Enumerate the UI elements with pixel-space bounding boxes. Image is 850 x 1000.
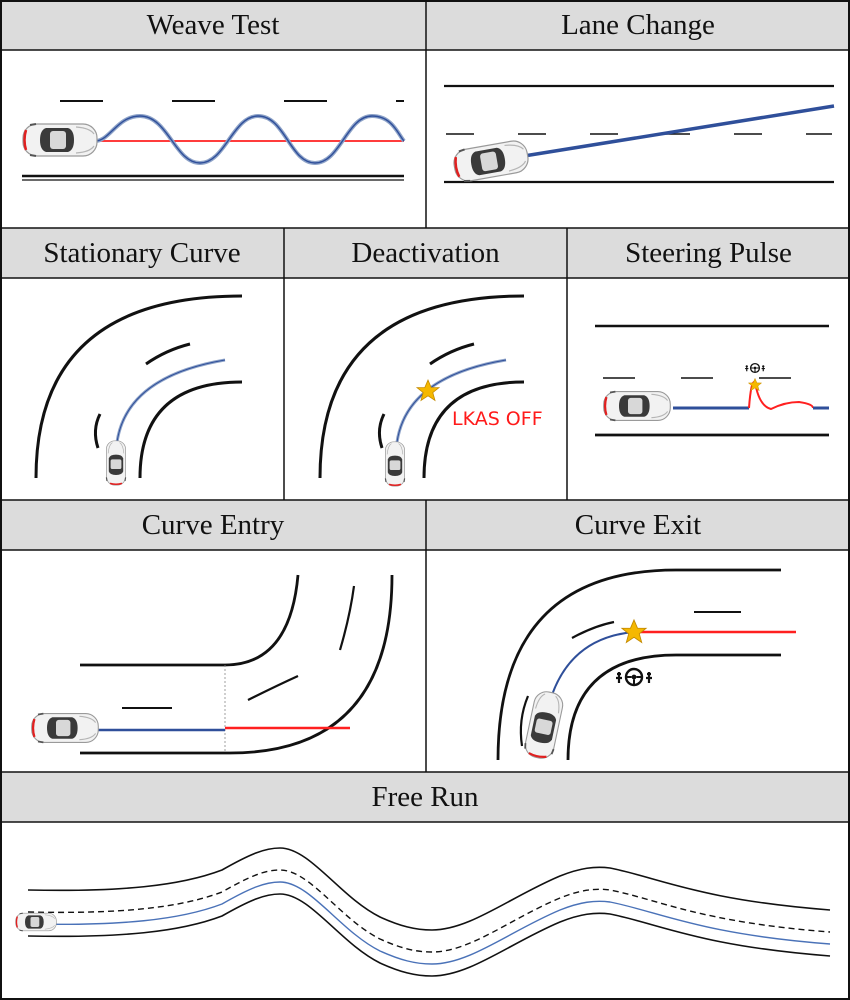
star-icon [621,619,647,643]
panel-lane-change: Lane Change [426,0,850,228]
panel-steering-pulse: Steering Pulse [567,228,850,500]
stationary-curve-diagram [0,278,284,500]
car-icon [21,122,99,158]
car-icon [521,688,567,762]
panel-title: Stationary Curve [0,228,284,278]
car-icon [602,390,672,422]
curve-entry-diagram [0,550,426,772]
panel-weave-test: Weave Test [0,0,426,228]
car-icon [384,441,406,487]
panel-curve-exit: Curve Exit [426,500,850,772]
car-icon [450,137,532,185]
lane-change-diagram [426,50,850,228]
weave-test-diagram [0,50,426,228]
steering-pulse-diagram [567,278,850,500]
panel-title: Lane Change [426,0,850,50]
panel-deactivation: Deactivation LKAS OFF [284,228,567,500]
car-icon [30,712,100,744]
steering-wheel-hands-icon [614,667,654,687]
car-icon [105,440,127,486]
panel-title: Deactivation [284,228,567,278]
panel-free-run: Free Run [0,772,850,1000]
panel-title: Weave Test [0,0,426,50]
deactivation-diagram: LKAS OFF [284,278,567,500]
panel-title: Free Run [0,772,850,822]
panel-curve-entry: Curve Entry [0,500,426,772]
curve-exit-diagram [426,550,850,772]
panel-title: Curve Exit [426,500,850,550]
free-run-diagram [0,822,850,1000]
panel-stationary-curve: Stationary Curve [0,228,284,500]
panel-title: Curve Entry [0,500,426,550]
panel-title: Steering Pulse [567,228,850,278]
lkas-off-label: LKAS OFF [452,408,543,430]
car-icon [14,912,58,932]
steering-wheel-hands-icon [744,362,766,374]
